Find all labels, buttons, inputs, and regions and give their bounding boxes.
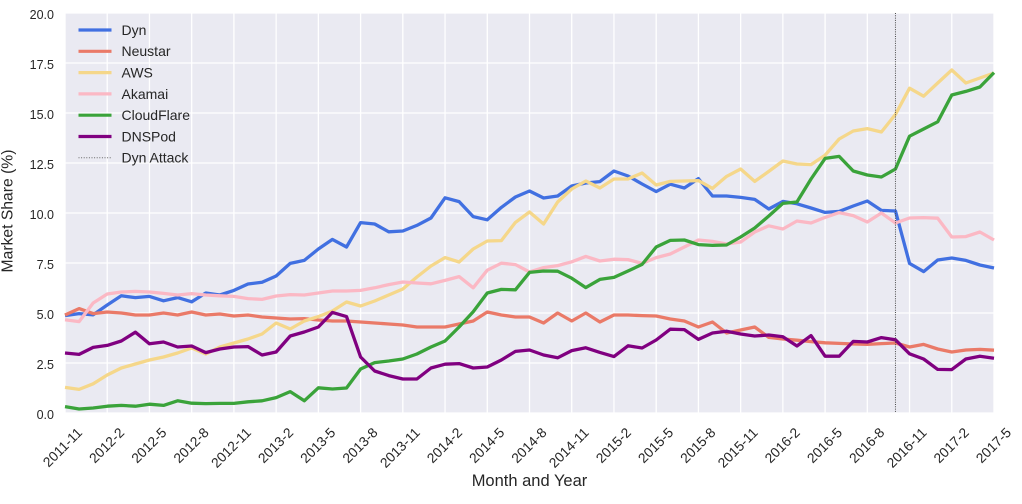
- svg-text:Neustar: Neustar: [122, 43, 171, 59]
- svg-text:12.5: 12.5: [30, 158, 54, 172]
- svg-text:0.0: 0.0: [37, 408, 54, 422]
- svg-text:Market Share (%): Market Share (%): [0, 150, 17, 273]
- svg-text:5.0: 5.0: [37, 308, 54, 322]
- svg-text:DNSPod: DNSPod: [122, 128, 176, 144]
- svg-text:Month and Year: Month and Year: [472, 472, 588, 490]
- svg-text:17.5: 17.5: [30, 58, 54, 72]
- svg-text:10.0: 10.0: [30, 208, 54, 222]
- svg-text:15.0: 15.0: [30, 108, 54, 122]
- svg-text:Dyn: Dyn: [122, 22, 147, 38]
- svg-text:CloudFlare: CloudFlare: [122, 107, 191, 123]
- svg-text:2.5: 2.5: [37, 358, 54, 372]
- svg-text:Akamai: Akamai: [122, 86, 169, 102]
- svg-text:AWS: AWS: [122, 65, 153, 81]
- svg-text:20.0: 20.0: [30, 8, 54, 22]
- svg-text:Dyn Attack: Dyn Attack: [122, 150, 190, 166]
- svg-text:7.5: 7.5: [37, 258, 54, 272]
